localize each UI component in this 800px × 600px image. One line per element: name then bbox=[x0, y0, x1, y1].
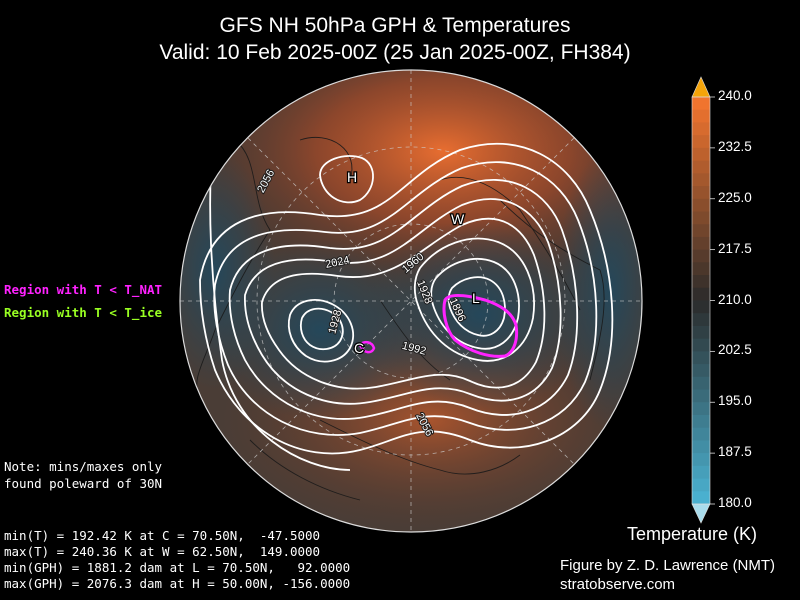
colorbar-band bbox=[692, 198, 710, 212]
legend-ice-label: Region with T < T_ice bbox=[4, 305, 163, 320]
colorbar-tick-label: 210.0 bbox=[718, 291, 752, 307]
colorbar-band bbox=[692, 427, 710, 441]
colorbar-band bbox=[692, 300, 710, 314]
colorbar-ticks bbox=[710, 96, 715, 505]
colorbar-band bbox=[692, 402, 710, 416]
colorbar-band bbox=[692, 211, 710, 225]
colorbar-tick-label: 217.5 bbox=[718, 240, 752, 256]
colorbar-band bbox=[692, 186, 710, 200]
colorbar-band bbox=[692, 287, 710, 301]
colorbar-bands bbox=[692, 97, 710, 505]
colorbar-band bbox=[692, 249, 710, 263]
colorbar-band bbox=[692, 325, 710, 340]
colorbar-band bbox=[692, 122, 710, 136]
colorbar-extend-max-arrow bbox=[691, 76, 711, 98]
credit-line-2: stratobserve.com bbox=[560, 576, 676, 593]
map-boundary bbox=[179, 69, 643, 533]
nat-region-small bbox=[358, 340, 376, 354]
credit-line-1: Figure by Z. D. Lawrence (NMT) bbox=[560, 557, 776, 574]
gph-contours bbox=[199, 119, 614, 471]
colorbar-band bbox=[692, 160, 710, 174]
colorbar-band bbox=[692, 376, 710, 391]
colorbar-band bbox=[692, 236, 710, 251]
figure-title-line-2: Valid: 10 Feb 2025-00Z (25 Jan 2025-00Z,… bbox=[159, 41, 631, 64]
legend-nat-label: Region with T < T_NAT bbox=[4, 282, 163, 297]
colorbar-title: Temperature (K) bbox=[627, 524, 758, 544]
figure-title-line-1: GFS NH 50hPa GPH & Temperatures bbox=[219, 14, 571, 37]
colorbar-band bbox=[692, 478, 710, 492]
colorbar-tick-label: 202.5 bbox=[718, 342, 752, 358]
colorbar-band bbox=[692, 414, 710, 429]
colorbar-band bbox=[692, 453, 710, 467]
stat-max-temperature: max(T) = 240.36 K at W = 62.50N, 149.000… bbox=[4, 544, 321, 559]
colorbar-band bbox=[692, 389, 710, 403]
colorbar-band bbox=[692, 313, 710, 327]
colorbar-band bbox=[692, 465, 710, 480]
stat-min-temperature: min(T) = 192.42 K at C = 70.50N, -47.500… bbox=[4, 528, 321, 543]
colorbar-band bbox=[692, 97, 710, 111]
colorbar-band bbox=[692, 440, 710, 454]
colorbar-tick-label: 225.0 bbox=[718, 189, 752, 205]
marker-l: L bbox=[472, 290, 480, 306]
colorbar-band bbox=[692, 491, 710, 505]
colorbar-band bbox=[692, 364, 710, 378]
colorbar-tick-label: 195.0 bbox=[718, 393, 752, 409]
colorbar-band bbox=[692, 351, 710, 365]
colorbar-band bbox=[692, 275, 710, 289]
colorbar-extend-min-arrow bbox=[691, 503, 711, 524]
colorbar-band bbox=[692, 109, 710, 123]
note-line-2: found poleward of 30N bbox=[4, 476, 163, 491]
note-line-1: Note: mins/maxes only bbox=[4, 459, 163, 474]
marker-w: W bbox=[451, 211, 465, 227]
colorbar-band bbox=[692, 173, 710, 187]
colorbar-tick-label: 232.5 bbox=[718, 138, 752, 154]
stat-max-gph: max(GPH) = 2076.3 dam at H = 50.00N, -15… bbox=[4, 576, 351, 591]
marker-c: C bbox=[354, 340, 364, 356]
colorbar-band bbox=[692, 224, 710, 238]
colorbar-band bbox=[692, 135, 710, 149]
extrema-markers: H W L C bbox=[346, 168, 482, 358]
colorbar-band bbox=[692, 262, 710, 276]
colorbar-tick-label: 240.0 bbox=[718, 88, 752, 103]
colorbar-band bbox=[692, 338, 710, 352]
colorbar-tick-label: 180.0 bbox=[718, 495, 752, 510]
nat-region-outline bbox=[442, 293, 519, 358]
stat-min-gph: min(GPH) = 1881.2 dam at L = 70.50N, 92.… bbox=[4, 560, 351, 575]
colorbar-tick-label: 187.5 bbox=[718, 444, 752, 460]
marker-h: H bbox=[347, 169, 357, 185]
colorbar-band bbox=[692, 147, 710, 162]
